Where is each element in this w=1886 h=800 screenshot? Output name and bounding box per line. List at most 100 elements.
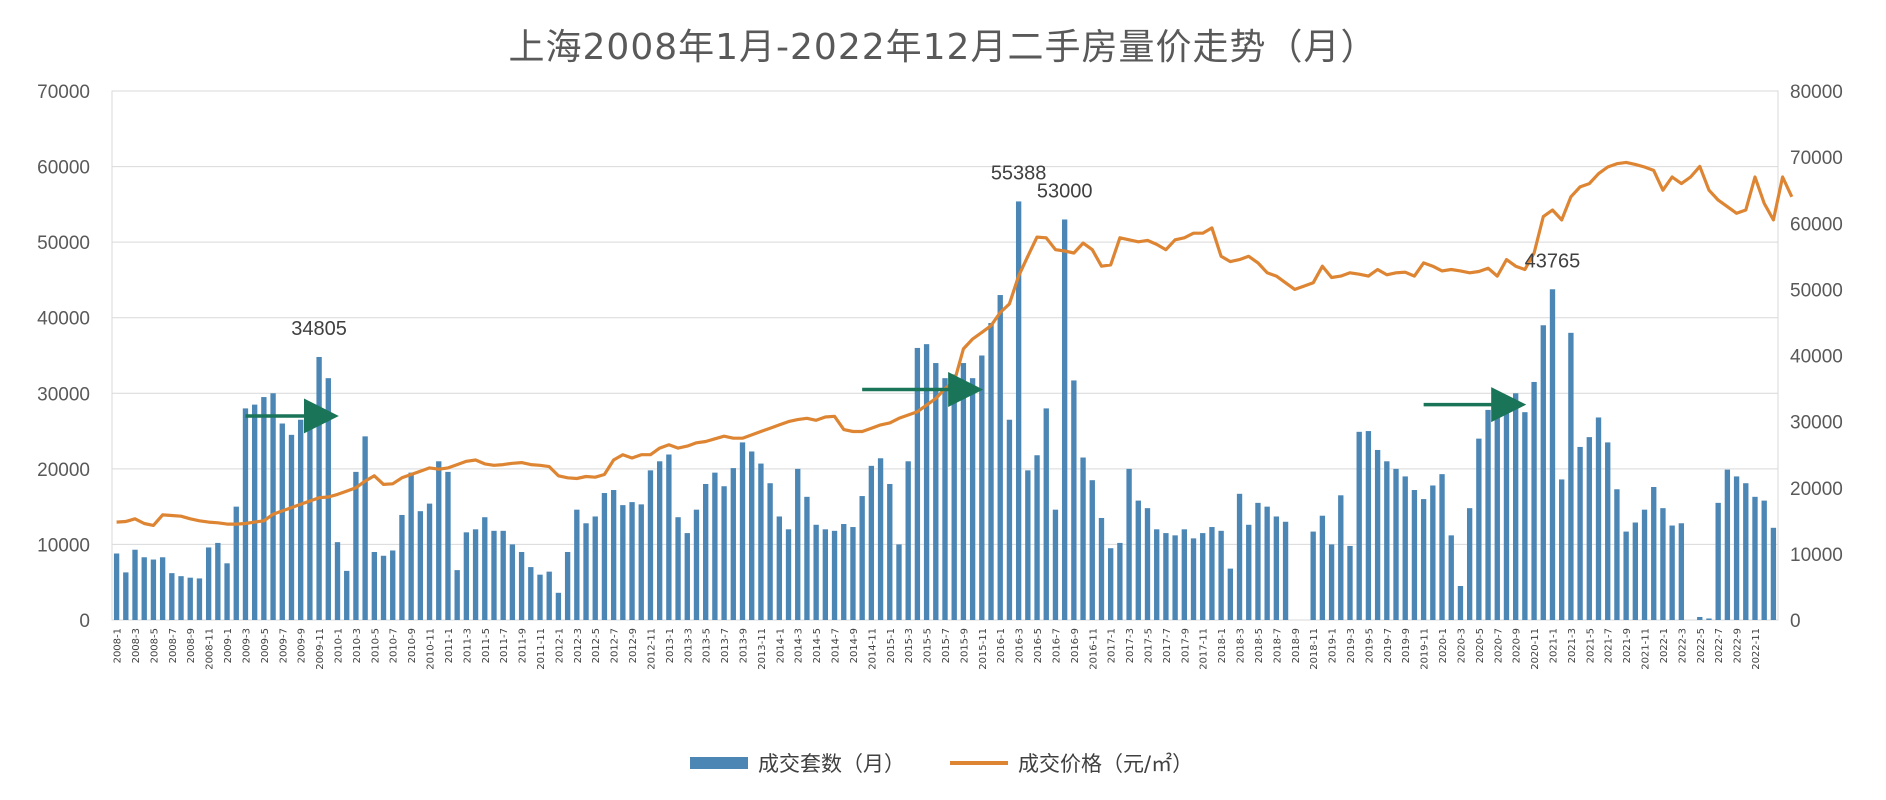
x-tick-label: 2018-9	[1291, 628, 1302, 663]
bar	[951, 374, 957, 620]
bar	[472, 529, 479, 620]
bar	[1411, 490, 1418, 620]
bar	[1218, 530, 1224, 620]
bar	[518, 551, 525, 620]
bar	[169, 573, 175, 620]
bar	[749, 451, 755, 620]
bar	[712, 472, 718, 620]
x-tick-label: 2010-5	[370, 628, 381, 663]
bar	[979, 355, 985, 620]
bar	[196, 578, 203, 620]
bar	[1420, 499, 1427, 620]
bar	[905, 461, 911, 620]
chart-title: 上海2008年1月-2022年12月二手房量价走势（月）	[508, 27, 1378, 68]
bar	[1568, 332, 1574, 620]
x-tick-label: 2018-7	[1272, 628, 1283, 663]
x-tick-label: 2014-9	[849, 628, 860, 663]
bar	[1034, 455, 1040, 620]
bar	[509, 544, 516, 620]
x-tick-label: 2022-1	[1659, 628, 1670, 663]
bar	[1282, 521, 1289, 620]
x-tick-label: 2015-1	[886, 628, 897, 663]
x-tick-label: 2013-11	[757, 628, 768, 670]
x-tick-label: 2016-7	[1051, 628, 1062, 663]
x-tick-label: 2014-11	[867, 628, 878, 670]
x-tick-label: 2015-3	[904, 628, 915, 663]
legend-bar-label: 成交套数（月）	[758, 752, 905, 776]
bar	[638, 504, 644, 620]
bar	[1338, 495, 1344, 620]
bar	[1273, 516, 1280, 620]
bar	[1522, 412, 1528, 620]
bar	[1641, 509, 1648, 620]
bar	[1651, 486, 1657, 620]
bar	[113, 553, 120, 620]
y-left-tick-label: 20000	[37, 460, 90, 481]
bar	[1439, 474, 1445, 620]
bar	[555, 592, 562, 620]
x-tick-label: 2015-9	[959, 628, 970, 663]
bar	[592, 516, 598, 620]
bar	[620, 505, 626, 620]
y-left-tick-label: 40000	[37, 309, 90, 330]
x-tick-label: 2021-9	[1622, 628, 1633, 663]
bar	[583, 523, 589, 620]
bar	[1605, 442, 1611, 620]
x-tick-label: 2018-5	[1254, 628, 1265, 663]
data-label: 55388	[991, 162, 1047, 184]
bar	[1531, 381, 1537, 620]
x-tick-label: 2009-9	[297, 628, 308, 663]
x-tick-label: 2016-3	[1015, 628, 1026, 663]
bar	[804, 496, 810, 620]
bar	[969, 378, 976, 620]
bar	[390, 550, 396, 620]
bar	[546, 571, 552, 620]
x-tick-label: 2018-11	[1309, 628, 1320, 670]
x-tick-label: 2020-7	[1493, 628, 1504, 663]
bar	[601, 493, 608, 620]
x-tick-label: 2022-3	[1677, 628, 1688, 663]
bar	[739, 442, 746, 620]
x-tick-label: 2013-9	[739, 628, 750, 663]
legend-line-label: 成交价格（元/㎡）	[1018, 752, 1194, 776]
bar	[1347, 545, 1353, 620]
bar	[942, 378, 948, 620]
x-tick-label: 2017-5	[1143, 628, 1154, 663]
bar	[141, 557, 147, 620]
bar	[270, 393, 276, 620]
y-right-tick-label: 40000	[1790, 347, 1843, 368]
bar	[1706, 618, 1712, 620]
x-tick-label: 2022-5	[1696, 628, 1707, 663]
y-right-tick-label: 10000	[1790, 545, 1843, 566]
x-tick-label: 2022-9	[1733, 628, 1744, 663]
data-label: 53000	[1037, 180, 1093, 202]
x-tick-label: 2009-3	[241, 628, 252, 663]
bar	[859, 496, 865, 620]
bar	[1310, 531, 1316, 620]
x-tick-label: 2011-5	[481, 628, 492, 663]
bar	[564, 551, 571, 620]
bar	[703, 483, 709, 620]
bar	[224, 563, 230, 620]
y-right-tick-label: 80000	[1790, 82, 1843, 103]
bar	[1503, 402, 1510, 620]
x-tick-label: 2019-1	[1328, 628, 1339, 663]
x-tick-label: 2012-7	[610, 628, 621, 663]
x-tick-label: 2020-9	[1512, 628, 1523, 663]
bar	[1577, 446, 1583, 620]
bar	[1319, 515, 1326, 620]
bar	[997, 295, 1003, 620]
bar	[1098, 517, 1105, 620]
bar	[1080, 457, 1086, 620]
x-tick-label: 2018-3	[1236, 628, 1247, 663]
x-tick-label: 2022-7	[1714, 628, 1725, 663]
bar	[813, 524, 819, 620]
x-tick-label: 2021-1	[1548, 628, 1559, 663]
legend-line: 成交价格（元/㎡）	[950, 748, 1193, 778]
x-tick-label: 2017-1	[1107, 628, 1118, 663]
bar	[288, 434, 295, 620]
bar	[353, 471, 359, 620]
bar	[730, 468, 736, 620]
bar	[1089, 480, 1095, 620]
bar	[1549, 289, 1556, 620]
